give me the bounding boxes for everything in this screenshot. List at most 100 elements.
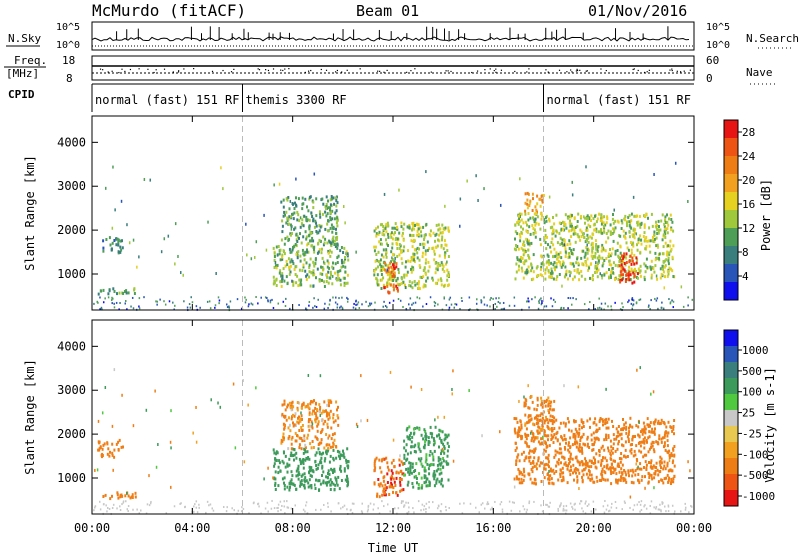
echo-cell <box>434 425 437 429</box>
echo-cell <box>400 500 403 503</box>
echo-cell <box>601 246 604 250</box>
echo-cell <box>113 302 115 305</box>
echo-cell <box>581 447 583 450</box>
echo-cell <box>282 198 285 202</box>
echo-cell <box>596 267 598 271</box>
echo-cell <box>595 227 598 231</box>
echo-cell <box>414 469 417 472</box>
echo-cell <box>397 507 400 510</box>
echo-cell <box>637 473 640 476</box>
echo-cell <box>534 436 537 440</box>
echo-cell <box>104 297 106 300</box>
echo-cell <box>665 476 668 480</box>
echo-cell <box>586 464 589 468</box>
echo-cell <box>375 227 377 231</box>
echo-cell <box>305 504 307 507</box>
echo-cell <box>523 401 526 405</box>
echo-cell <box>421 251 424 255</box>
echo-cell <box>334 271 337 275</box>
echo-cell <box>627 274 630 278</box>
ytick-label: 1000 <box>57 471 86 485</box>
echo-cell <box>314 418 316 422</box>
power-ylabel: Slant Range [km] <box>23 155 37 271</box>
echo-cell <box>658 434 661 438</box>
echo-cell <box>425 258 428 262</box>
freq-point <box>410 70 412 72</box>
echo-cell <box>424 432 427 436</box>
echo-cell <box>523 404 526 408</box>
echo-cell <box>612 471 615 475</box>
echo-cell <box>617 440 620 443</box>
echo-cell <box>659 470 662 473</box>
echo-cell <box>572 262 575 266</box>
echo-cell <box>513 427 516 431</box>
echo-cell <box>284 454 287 458</box>
echo-cell <box>328 434 331 438</box>
echo-cell <box>96 468 99 472</box>
echo-cell <box>378 512 381 515</box>
echo-cell <box>691 298 694 301</box>
echo-cell <box>539 197 542 201</box>
echo-cell <box>586 218 589 222</box>
echo-cell <box>625 473 628 477</box>
echo-cell <box>667 262 670 266</box>
echo-cell <box>663 445 665 449</box>
echo-cell <box>326 422 329 426</box>
echo-cell <box>617 264 620 267</box>
echo-cell <box>127 291 130 295</box>
echo-cell <box>634 473 637 477</box>
echo-cell <box>347 480 350 484</box>
echo-cell <box>664 448 667 452</box>
echo-cell <box>586 442 589 446</box>
echo-cell <box>620 266 623 270</box>
echo-cell <box>687 304 689 307</box>
echo-cell <box>400 221 403 225</box>
echo-cell <box>579 228 582 232</box>
echo-cell <box>638 421 640 425</box>
echo-cell <box>578 471 581 475</box>
echo-cell <box>309 284 312 288</box>
echo-cell <box>319 374 322 378</box>
echo-cell <box>99 296 101 299</box>
echo-cell <box>640 242 643 246</box>
echo-cell <box>637 276 639 280</box>
echo-cell <box>490 297 492 300</box>
echo-cell <box>106 441 109 445</box>
echo-cell <box>629 506 631 509</box>
echo-cell <box>517 453 520 457</box>
echo-cell <box>654 297 656 300</box>
echo-cell <box>396 255 399 258</box>
echo-cell <box>283 279 286 283</box>
echo-cell <box>282 422 285 426</box>
echo-cell <box>604 456 607 460</box>
echo-cell <box>633 231 636 235</box>
echo-cell <box>443 239 446 243</box>
echo-cell <box>616 479 619 482</box>
freq-point <box>526 71 528 73</box>
echo-cell <box>555 418 558 422</box>
echo-cell <box>426 248 429 252</box>
echo-cell <box>313 247 315 251</box>
echo-cell <box>253 255 256 259</box>
echo-cell <box>536 396 539 400</box>
echo-cell <box>663 441 666 445</box>
freq-point <box>233 68 235 70</box>
echo-cell <box>575 261 578 265</box>
echo-cell <box>564 255 567 259</box>
echo-cell <box>666 439 669 443</box>
echo-cell <box>551 481 554 485</box>
echo-cell <box>438 472 441 476</box>
echo-cell <box>635 256 638 260</box>
echo-cell <box>297 416 299 420</box>
echo-cell <box>570 429 573 433</box>
echo-cell <box>102 288 105 292</box>
echo-cell <box>531 400 534 404</box>
echo-cell <box>220 166 222 170</box>
echo-cell <box>632 244 635 248</box>
echo-cell <box>116 493 119 497</box>
echo-cell <box>514 237 516 241</box>
echo-cell <box>601 231 604 235</box>
echo-cell <box>301 473 304 477</box>
echo-cell <box>98 441 101 445</box>
echo-cell <box>308 457 311 461</box>
